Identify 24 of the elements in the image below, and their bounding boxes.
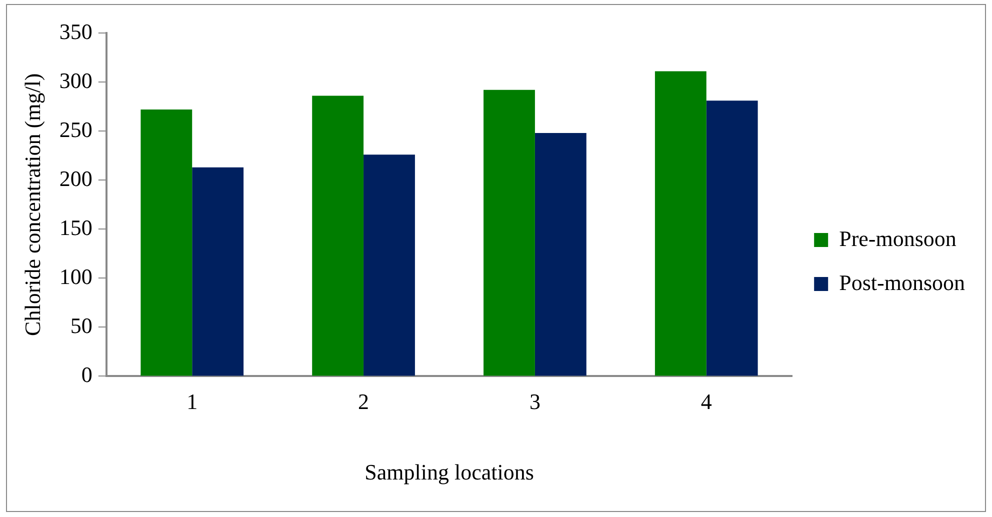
y-axis-title: Chloride concentration (mg/l) <box>20 73 45 336</box>
bar <box>706 100 758 376</box>
bar <box>140 109 192 376</box>
x-axis-title: Sampling locations <box>364 460 534 485</box>
legend-label: Post-monsoon <box>839 270 966 295</box>
y-tick-label: 350 <box>59 18 92 44</box>
y-tick-label: 50 <box>70 312 92 338</box>
legend-label: Pre-monsoon <box>839 226 956 251</box>
bar <box>654 71 706 376</box>
y-tick-label: 200 <box>59 166 92 191</box>
bar <box>484 90 535 376</box>
bar <box>364 154 415 376</box>
x-tick-label: 2 <box>358 389 370 414</box>
x-tick-label: 4 <box>700 389 712 414</box>
bar <box>192 167 244 376</box>
y-tick-label: 0 <box>81 362 92 387</box>
bar <box>534 133 586 376</box>
y-tick-label: 150 <box>59 214 92 240</box>
y-tick-label: 100 <box>59 264 92 289</box>
x-tick-label: 3 <box>529 389 540 414</box>
y-tick-label: 300 <box>59 68 92 93</box>
x-tick-label: 1 <box>186 389 198 414</box>
y-tick-label: 250 <box>59 116 92 142</box>
bar <box>312 96 364 376</box>
